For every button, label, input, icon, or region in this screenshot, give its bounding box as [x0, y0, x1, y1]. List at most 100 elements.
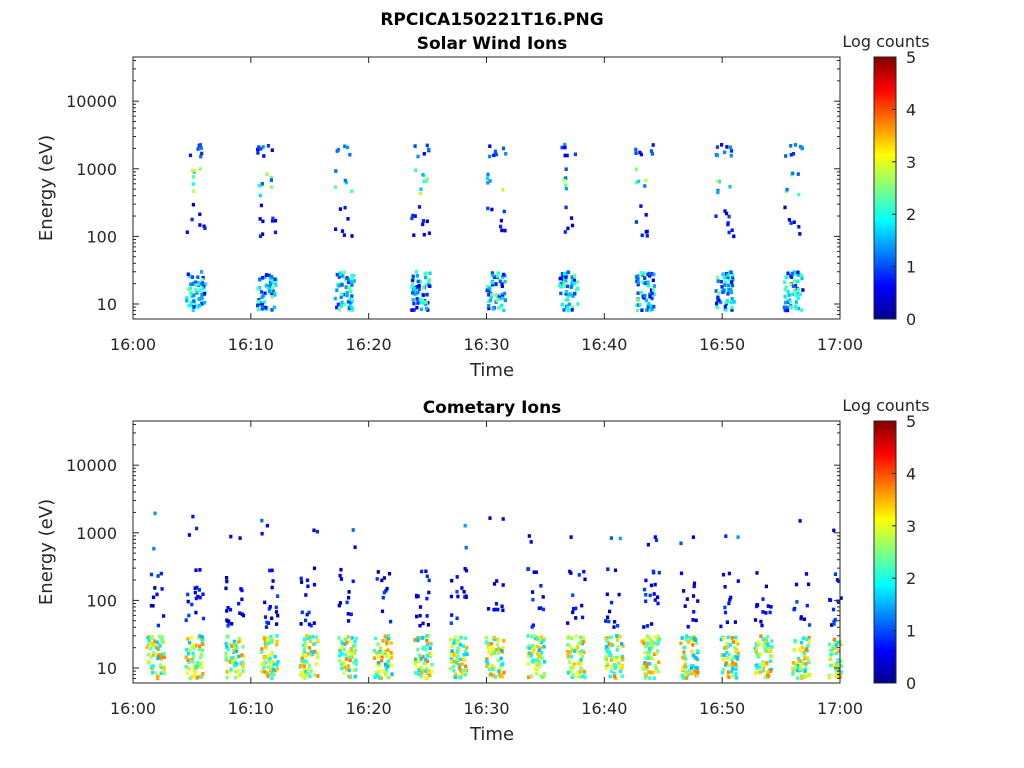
heatmap-cell — [377, 663, 381, 668]
heatmap-cell — [794, 306, 798, 311]
heatmap-cell — [487, 643, 491, 647]
heatmap-cell — [784, 275, 788, 279]
heatmap-cell — [377, 675, 381, 679]
heatmap-cell — [604, 619, 608, 623]
heatmap-cell — [571, 593, 575, 597]
heatmap-cell — [608, 609, 612, 614]
heatmap-cell — [649, 638, 653, 643]
heatmap-cell — [300, 674, 305, 679]
heatmap-cell — [422, 152, 426, 156]
heatmap-cell — [187, 666, 191, 671]
heatmap-cell — [458, 666, 462, 670]
heatmap-cell — [684, 672, 688, 677]
y-tick-label: 1000 — [76, 160, 117, 179]
heatmap-cell — [728, 597, 732, 602]
heatmap-cell — [427, 669, 431, 673]
heatmap-cell — [646, 304, 650, 309]
heatmap-cell — [539, 650, 544, 655]
heatmap-cell — [571, 673, 575, 677]
heatmap-cell — [733, 620, 737, 624]
heatmap-cell — [410, 308, 414, 312]
heatmap-cell — [354, 658, 358, 662]
heatmap-cell — [605, 647, 609, 652]
heatmap-cell — [155, 640, 159, 645]
heatmap-cell — [607, 619, 611, 624]
heatmap-cell — [349, 304, 353, 309]
heatmap-cell — [192, 168, 196, 173]
heatmap-cell — [348, 655, 352, 660]
heatmap-cell — [755, 571, 759, 575]
heatmap-cell — [791, 152, 796, 156]
heatmap-cell — [760, 623, 764, 628]
heatmap-cell — [534, 671, 539, 676]
heatmap-cell — [386, 636, 391, 641]
heatmap-cell — [333, 296, 337, 301]
heatmap-cell — [535, 636, 539, 640]
heatmap-cell — [260, 669, 264, 674]
heatmap-cell — [615, 638, 620, 642]
heatmap-cell — [346, 664, 350, 668]
heatmap-cell — [567, 302, 571, 307]
heatmap-cell — [463, 649, 467, 653]
heatmap-cell — [492, 607, 496, 612]
heatmap-cell — [491, 666, 495, 671]
heatmap-cell — [498, 674, 503, 678]
heatmap-cell — [419, 665, 423, 670]
heatmap-cell — [225, 579, 229, 584]
heatmap-cell — [343, 642, 347, 646]
heatmap-cell — [783, 280, 787, 284]
heatmap-cell — [347, 277, 351, 282]
x-tick-label: 16:10 — [228, 335, 274, 354]
heatmap-cell — [198, 595, 202, 600]
heatmap-cell — [316, 655, 320, 660]
heatmap-cell — [498, 666, 502, 671]
heatmap-cell — [273, 277, 277, 282]
heatmap-cell — [789, 221, 793, 225]
heatmap-cell — [803, 655, 807, 660]
heatmap-cell — [464, 636, 468, 640]
heatmap-cell — [500, 282, 504, 286]
heatmap-cell — [643, 650, 647, 655]
heatmap-cell — [839, 596, 843, 600]
heatmap-cell — [256, 307, 261, 312]
heatmap-cell — [564, 186, 568, 191]
heatmap-cell — [353, 644, 357, 648]
heatmap-cell — [421, 293, 425, 297]
heatmap-cell — [831, 647, 835, 651]
heatmap-cell — [335, 288, 339, 292]
heatmap-cell — [339, 304, 343, 308]
heatmap-cell — [648, 676, 652, 680]
heatmap-cell — [832, 663, 836, 667]
heatmap-cell — [730, 280, 734, 284]
heatmap-cell — [313, 642, 317, 646]
heatmap-cell — [634, 275, 639, 279]
heatmap-cell — [726, 670, 731, 674]
heatmap-cell — [804, 647, 809, 651]
heatmap-cell — [645, 298, 649, 303]
heatmap-cell — [716, 279, 720, 283]
heatmap-cell — [455, 616, 459, 621]
heatmap-cell — [272, 661, 276, 666]
heatmap-cell — [645, 641, 649, 646]
x-tick-label: 16:20 — [346, 335, 392, 354]
heatmap-cell — [463, 673, 467, 677]
heatmap-cell — [260, 302, 264, 307]
heatmap-cell — [416, 636, 420, 640]
x-axis: 16:00 16:10 16:20 16:30 16:40 16:50 17:00 — [110, 57, 863, 354]
heatmap-cell — [450, 613, 454, 617]
heatmap-cell — [541, 607, 546, 612]
heatmap-cell — [530, 660, 535, 664]
heatmap-cell — [726, 635, 730, 639]
heatmap-cell — [315, 651, 319, 656]
heatmap-cell — [462, 658, 467, 662]
heatmap-cell — [340, 273, 344, 278]
heatmap-cell — [231, 649, 235, 653]
heatmap-cell — [303, 659, 307, 663]
heatmap-cell — [637, 179, 641, 184]
heatmap-cell — [695, 641, 699, 645]
heatmap-cell — [685, 597, 689, 601]
heatmap-cell — [570, 223, 575, 228]
heatmap-cell — [338, 207, 342, 211]
heatmap-cell — [836, 640, 840, 645]
heatmap-cell — [414, 660, 418, 665]
